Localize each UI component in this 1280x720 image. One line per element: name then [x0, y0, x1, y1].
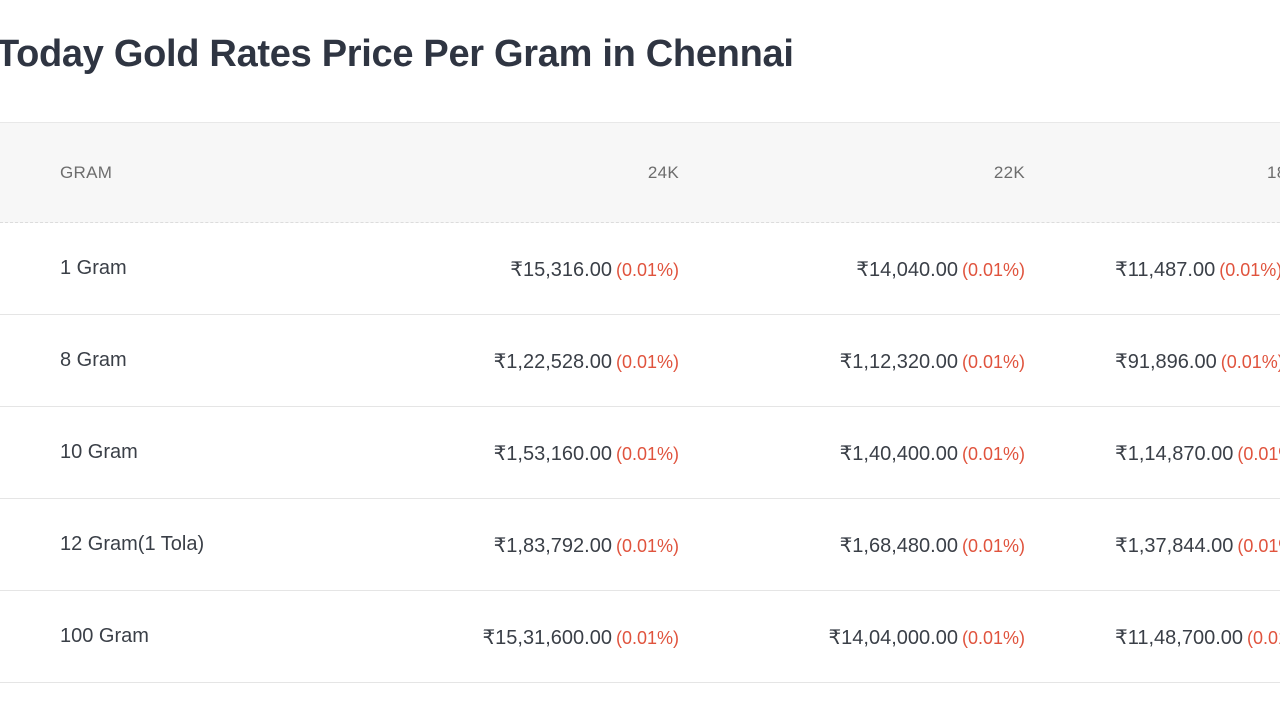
price-value: ₹14,04,000.00 [828, 627, 958, 649]
rate-18k-cell: ₹1,37,844.00(0.01%) [1115, 533, 1280, 558]
change-percent: (0.01%) [615, 536, 679, 556]
price-value: ₹11,487.00 [1115, 259, 1216, 281]
price-value: ₹14,040.00 [856, 259, 958, 281]
rate-18k-cell: ₹11,48,700.00(0.01%) [1115, 625, 1280, 650]
price-value: ₹1,40,400.00 [839, 443, 958, 465]
rate-24k-cell: ₹1,22,528.00 (0.01%) [494, 349, 679, 374]
price-value: ₹11,48,700.00 [1115, 627, 1244, 649]
rate-22k-cell: ₹1,40,400.00 (0.01%) [840, 441, 1025, 466]
change-percent: (0.01%) [1237, 536, 1280, 556]
header-18k: 18K [1267, 163, 1280, 182]
table-row: 10 Gram ₹1,53,160.00 (0.01%) ₹1,40,400.00… [0, 407, 1280, 499]
gram-cell: 1 Gram [60, 257, 127, 279]
rate-22k-cell: ₹14,04,000.00 (0.01%) [828, 625, 1025, 650]
change-percent: (0.01%) [961, 352, 1025, 372]
change-percent: (0.01%) [961, 628, 1025, 648]
rate-22k-cell: ₹14,040.00 (0.01%) [856, 257, 1025, 282]
rate-18k-cell: ₹11,487.00 (0.01%) [1115, 257, 1280, 282]
rate-22k-cell: ₹1,68,480.00 (0.01%) [840, 533, 1025, 558]
price-value: ₹15,31,600.00 [482, 627, 612, 649]
gram-cell: 12 Gram(1 Tola) [60, 533, 205, 555]
change-percent: (0.01%) [615, 352, 679, 372]
rate-24k-cell: ₹1,53,160.00 (0.01%) [494, 441, 679, 466]
change-percent: (0.01%) [961, 444, 1025, 464]
price-value: ₹1,14,870.00 [1115, 443, 1234, 465]
header-22k: 22K [993, 163, 1025, 182]
change-percent: (0.01%) [1237, 444, 1280, 464]
page-title: Today Gold Rates Price Per Gram in Chenn… [0, 33, 794, 75]
header-gram: GRAM [60, 163, 113, 182]
rate-18k-cell: ₹1,14,870.00(0.01%) [1115, 441, 1280, 466]
change-percent: (0.01%) [1247, 628, 1280, 648]
price-value: ₹1,37,844.00 [1115, 535, 1234, 557]
change-percent: (0.01%) [961, 536, 1025, 556]
change-percent: (0.01%) [961, 260, 1025, 280]
price-value: ₹1,22,528.00 [493, 351, 612, 373]
gram-cell: 100 Gram [60, 625, 149, 647]
rate-24k-cell: ₹1,83,792.00 (0.01%) [494, 533, 679, 558]
gram-cell: 8 Gram [60, 349, 127, 371]
price-value: ₹91,896.00 [1115, 351, 1217, 373]
change-percent: (0.01%) [615, 260, 679, 280]
gram-cell: 10 Gram [60, 441, 138, 463]
table-header-row: GRAM 24K 22K 18K [0, 122, 1280, 223]
price-value: ₹1,83,792.00 [493, 535, 612, 557]
price-value: ₹1,53,160.00 [493, 443, 612, 465]
rate-24k-cell: ₹15,316.00 (0.01%) [510, 257, 679, 282]
table-row: 8 Gram ₹1,22,528.00 (0.01%) ₹1,12,320.00(… [0, 315, 1280, 407]
table-row: 100 Gram ₹15,31,600.00 (0.01%) ₹14,04,000… [0, 591, 1280, 683]
change-percent: (0.01%) [1219, 260, 1280, 280]
table-row: 1 Gram ₹15,316.00 (0.01%) ₹14,040.00 (0.01… [0, 223, 1280, 315]
price-value: ₹15,316.00 [510, 259, 612, 281]
rate-24k-cell: ₹15,31,600.00 (0.01%) [482, 625, 679, 650]
price-value: ₹1,12,320.00 [839, 351, 958, 373]
header-24k: 24K [647, 163, 679, 182]
gold-rates-table: GRAM 24K 22K 18K 1 Gram ₹15,316.00(0.01%… [0, 122, 1280, 683]
change-percent: (0.01%) [615, 444, 679, 464]
table-row: 12 Gram(1 Tola) ₹1,83,792.00 (0.01%) ₹1,6… [0, 499, 1280, 591]
change-percent: (0.01%) [1220, 352, 1280, 372]
rate-18k-cell: ₹91,896.00 (0.01%) [1115, 349, 1280, 374]
change-percent: (0.01%) [615, 628, 679, 648]
rate-22k-cell: ₹1,12,320.00 (0.01%) [840, 349, 1025, 374]
price-value: ₹1,68,480.00 [839, 535, 958, 557]
